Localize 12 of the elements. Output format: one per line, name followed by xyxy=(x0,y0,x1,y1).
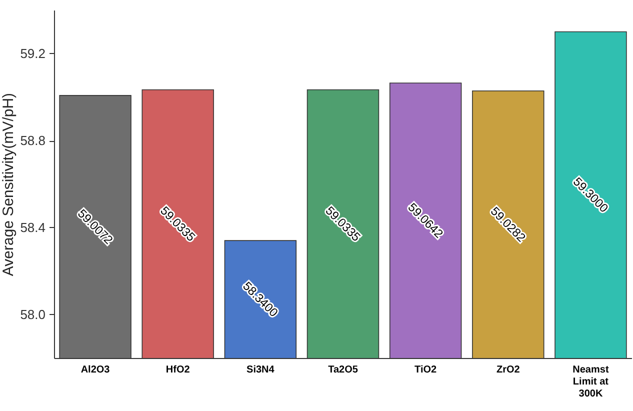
y-tick-label: 58.4 xyxy=(20,220,46,235)
y-tick-label: 58.0 xyxy=(20,307,46,322)
x-tick-label: Neamst Limit at 300K xyxy=(572,364,610,400)
y-axis-title: Average Sensitivity(mV/pH) xyxy=(0,92,18,276)
x-tick-label: Al2O3 xyxy=(80,364,110,376)
x-tick-label: Si3N4 xyxy=(246,364,275,376)
x-tick-label: ZrO2 xyxy=(496,364,520,376)
y-tick-label: 59.2 xyxy=(20,46,46,61)
x-tick-label: TiO2 xyxy=(414,364,438,376)
x-tick-label: HfO2 xyxy=(166,364,190,376)
y-tick-label: 58.8 xyxy=(20,133,46,148)
x-tick-label: Ta2O5 xyxy=(328,364,358,376)
